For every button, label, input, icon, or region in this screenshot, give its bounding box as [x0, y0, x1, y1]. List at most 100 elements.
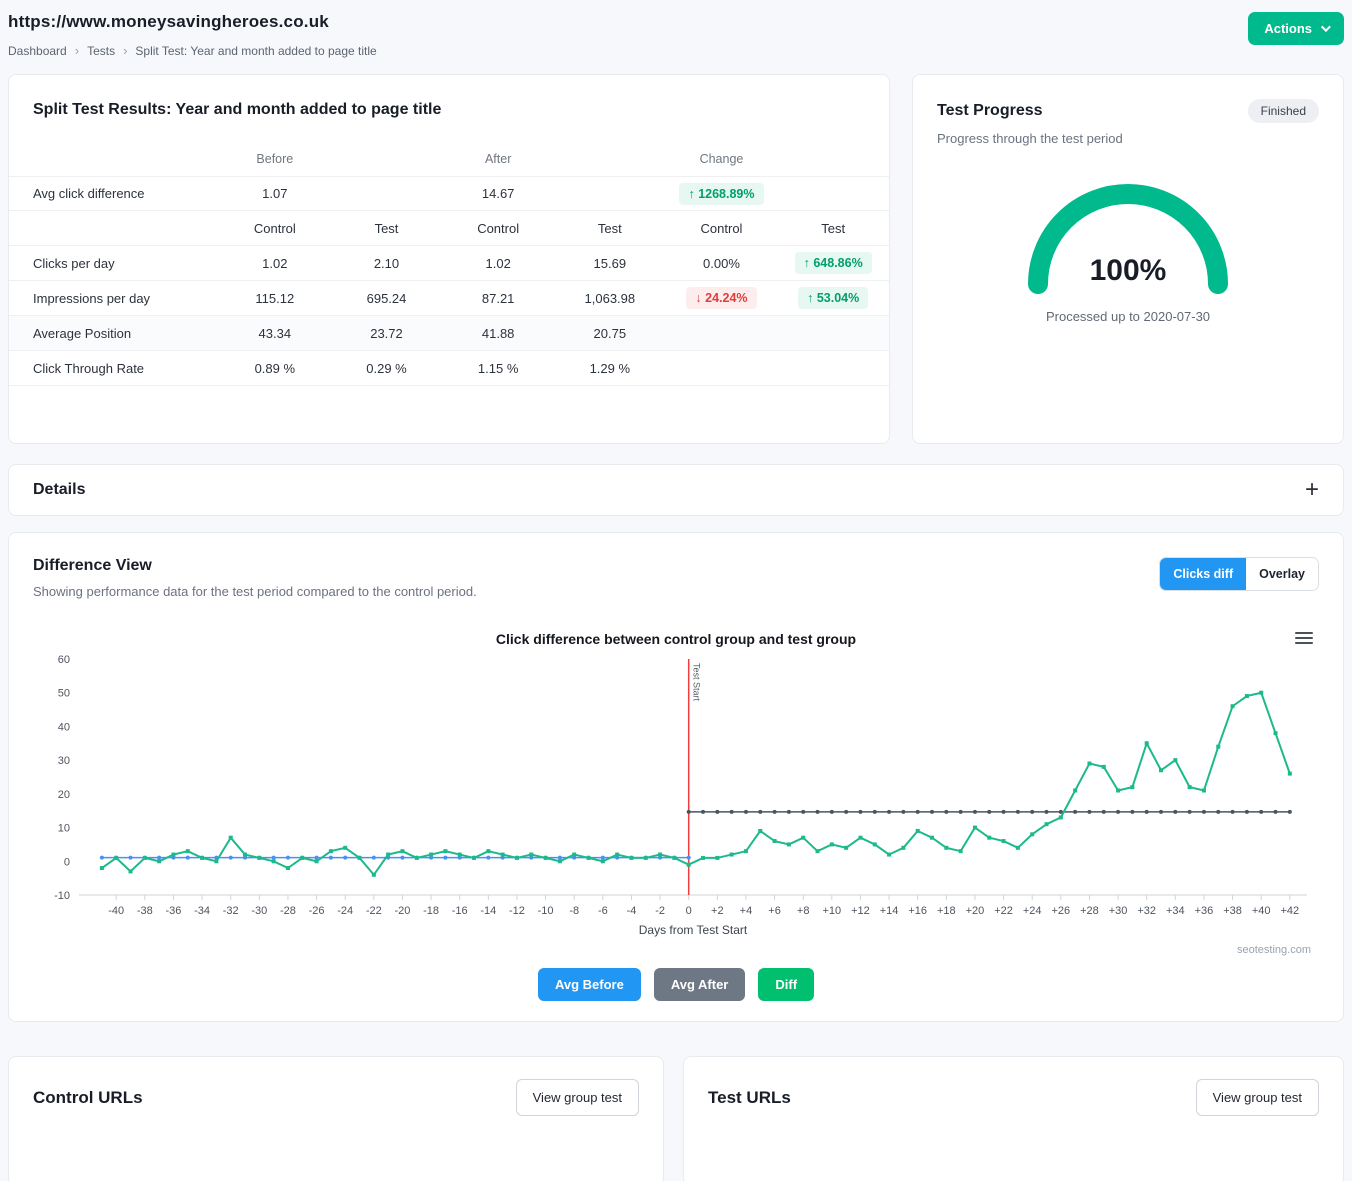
svg-text:-6: -6	[598, 905, 608, 917]
svg-text:+16: +16	[908, 905, 927, 917]
results-title: Split Test Results: Year and month added…	[33, 101, 442, 118]
actions-button[interactable]: Actions	[1248, 12, 1344, 45]
row-label: Impressions per day	[33, 290, 151, 306]
svg-text:+28: +28	[1080, 905, 1099, 917]
legend-diff-button[interactable]: Diff	[758, 968, 815, 1001]
chart-title: Click difference between control group a…	[495, 631, 857, 647]
row-label: Avg click difference	[33, 186, 145, 201]
svg-text:-34: -34	[194, 905, 210, 917]
group-header-row: Control Test Control Test Control Test	[9, 211, 889, 246]
status-badge: Finished	[1247, 99, 1319, 123]
cell: 1.29 %	[589, 360, 631, 376]
cell: 23.72	[370, 325, 403, 341]
svg-text:+18: +18	[937, 905, 956, 917]
svg-text:+2: +2	[711, 905, 724, 917]
period-change: Change	[699, 151, 744, 166]
legend-avg-after-button[interactable]: Avg After	[653, 968, 746, 1001]
svg-text:+24: +24	[1023, 905, 1042, 917]
cell: 1.02	[262, 255, 288, 271]
svg-text:-8: -8	[569, 905, 579, 917]
group-header: Test	[821, 220, 846, 236]
svg-text:+6: +6	[768, 905, 781, 917]
difference-view-subtitle: Showing performance data for the test pe…	[33, 584, 477, 599]
test-progress-card: Test Progress Finished Progress through …	[912, 74, 1344, 444]
gauge-percent: 100%	[1090, 254, 1167, 287]
chart-watermark: seotesting.com	[1237, 944, 1311, 956]
change-badge: ↓ 24.24%	[686, 287, 757, 309]
table-row-clicks-per-day: Clicks per day 1.02 2.10 1.02 15.69 0.00…	[9, 246, 889, 281]
svg-text:-40: -40	[108, 905, 124, 917]
control-view-group-test-button[interactable]: View group test	[515, 1079, 639, 1116]
row-label: Clicks per day	[33, 255, 115, 271]
svg-text:+20: +20	[966, 905, 985, 917]
site-title: https://www.moneysavingheroes.co.uk	[8, 12, 329, 31]
svg-text:-28: -28	[280, 905, 296, 917]
cell: 0.00%	[703, 255, 740, 271]
cell: 0.29 %	[366, 360, 407, 376]
clicks-diff-toggle[interactable]: Clicks diff	[1160, 558, 1247, 590]
svg-text:+8: +8	[797, 905, 810, 917]
difference-view-title: Difference View	[33, 557, 152, 574]
table-row-average-position: Average Position 43.34 23.72 41.88 20.75	[9, 316, 889, 351]
cell: 43.34	[258, 325, 292, 341]
svg-text:50: 50	[58, 688, 70, 700]
svg-text:-22: -22	[366, 905, 382, 917]
avg-before-value: 1.07	[262, 186, 288, 201]
control-urls-card: Control URLs View group test	[8, 1056, 664, 1181]
breadcrumb-dashboard[interactable]: Dashboard	[8, 43, 67, 58]
legend-avg-before-button[interactable]: Avg Before	[537, 968, 641, 1001]
view-toggle: Clicks diff Overlay	[1159, 557, 1319, 591]
cell: 115.12	[255, 290, 295, 306]
svg-text:+32: +32	[1137, 905, 1156, 917]
breadcrumb-tests[interactable]: Tests	[87, 43, 116, 58]
svg-text:+4: +4	[740, 905, 753, 917]
overlay-toggle[interactable]: Overlay	[1246, 558, 1318, 590]
cell: 1.15 %	[477, 360, 519, 376]
cell: 0.89 %	[254, 360, 296, 376]
svg-text:40: 40	[58, 721, 70, 733]
test-progress-subtitle: Progress through the test period	[937, 131, 1123, 146]
svg-text:-10: -10	[54, 890, 70, 902]
svg-text:+12: +12	[851, 905, 870, 917]
cell: 1,063.98	[584, 290, 636, 306]
svg-text:-2: -2	[655, 905, 665, 917]
svg-text:+30: +30	[1109, 905, 1128, 917]
svg-text:-36: -36	[166, 905, 182, 917]
breadcrumb: Dashboard › Tests › Split Test: Year and…	[8, 43, 377, 58]
chart-legend: Avg Before Avg After Diff	[33, 968, 1319, 1001]
progress-caption: Processed up to 2020-07-30	[1045, 309, 1211, 324]
svg-text:-26: -26	[309, 905, 325, 917]
cell: 1.02	[485, 255, 511, 271]
table-row-click-through-rate: Click Through Rate 0.89 % 0.29 % 1.15 % …	[9, 351, 889, 386]
group-header: Test	[597, 220, 622, 236]
svg-text:-10: -10	[538, 905, 554, 917]
svg-text:20: 20	[58, 789, 70, 801]
control-urls-title: Control URLs	[33, 1087, 143, 1107]
expand-plus-icon[interactable]: +	[1304, 476, 1319, 503]
period-before: Before	[256, 151, 294, 166]
chart-menu-icon[interactable]	[1295, 629, 1313, 647]
period-after: After	[484, 151, 512, 166]
cell: 87.21	[481, 290, 515, 306]
svg-text:10: 10	[58, 823, 70, 835]
svg-text:30: 30	[58, 755, 70, 767]
svg-text:-32: -32	[223, 905, 239, 917]
svg-text:-38: -38	[137, 905, 153, 917]
details-title: Details	[33, 481, 86, 498]
svg-text:Test Start: Test Start	[692, 663, 702, 702]
svg-text:+34: +34	[1166, 905, 1185, 917]
period-header-row: Before After Change	[9, 141, 889, 176]
test-view-group-test-button[interactable]: View group test	[1195, 1079, 1319, 1116]
table-row-impressions-per-day: Impressions per day 115.12 695.24 87.21 …	[9, 281, 889, 316]
svg-text:-4: -4	[627, 905, 637, 917]
page-header: https://www.moneysavingheroes.co.uk Dash…	[8, 8, 1344, 74]
details-panel: Details +	[8, 464, 1344, 516]
breadcrumb-separator-icon: ›	[74, 43, 80, 58]
avg-click-difference-row: Avg click difference 1.07 14.67 ↑ 1268.8…	[9, 176, 889, 211]
svg-text:+22: +22	[994, 905, 1013, 917]
svg-text:-30: -30	[251, 905, 267, 917]
svg-text:+10: +10	[822, 905, 841, 917]
difference-view-card: Difference View Showing performance data…	[8, 532, 1344, 1022]
